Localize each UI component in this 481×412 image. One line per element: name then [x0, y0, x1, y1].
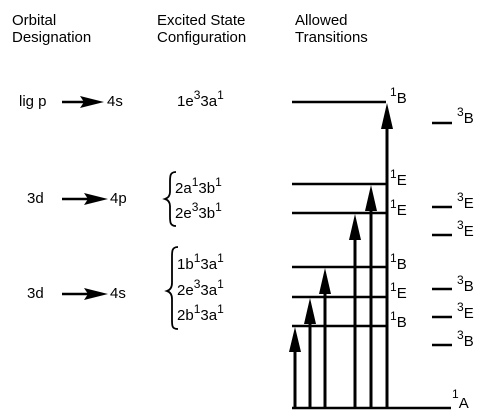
transition-arrow-1	[289, 327, 301, 408]
label-3E-1: 3E	[457, 195, 474, 213]
label-3B-3: 3B	[457, 333, 474, 351]
label-1B-top: 1B	[390, 90, 407, 108]
orbital-arrow-3	[62, 288, 108, 300]
transition-arrow-2	[304, 298, 316, 408]
transition-arrow-3	[319, 268, 331, 408]
brace-4p	[165, 172, 176, 226]
label-ground-1A: 1A	[452, 392, 469, 410]
label-3E-3: 3E	[457, 305, 474, 323]
label-1E-upper: 1E	[390, 172, 407, 190]
label-3B-2: 3B	[457, 278, 474, 296]
label-1B-mid: 1B	[390, 256, 407, 274]
label-3B-1: 3B	[457, 110, 474, 128]
label-1E-low: 1E	[390, 285, 407, 303]
label-1B-low: 1B	[390, 314, 407, 332]
label-3E-2: 3E	[457, 223, 474, 241]
transition-arrow-4	[349, 214, 361, 408]
orbital-arrow-1	[62, 96, 104, 108]
label-1E-lower: 1E	[390, 202, 407, 220]
orbital-arrow-2	[62, 193, 108, 205]
brace-4s	[167, 247, 178, 329]
